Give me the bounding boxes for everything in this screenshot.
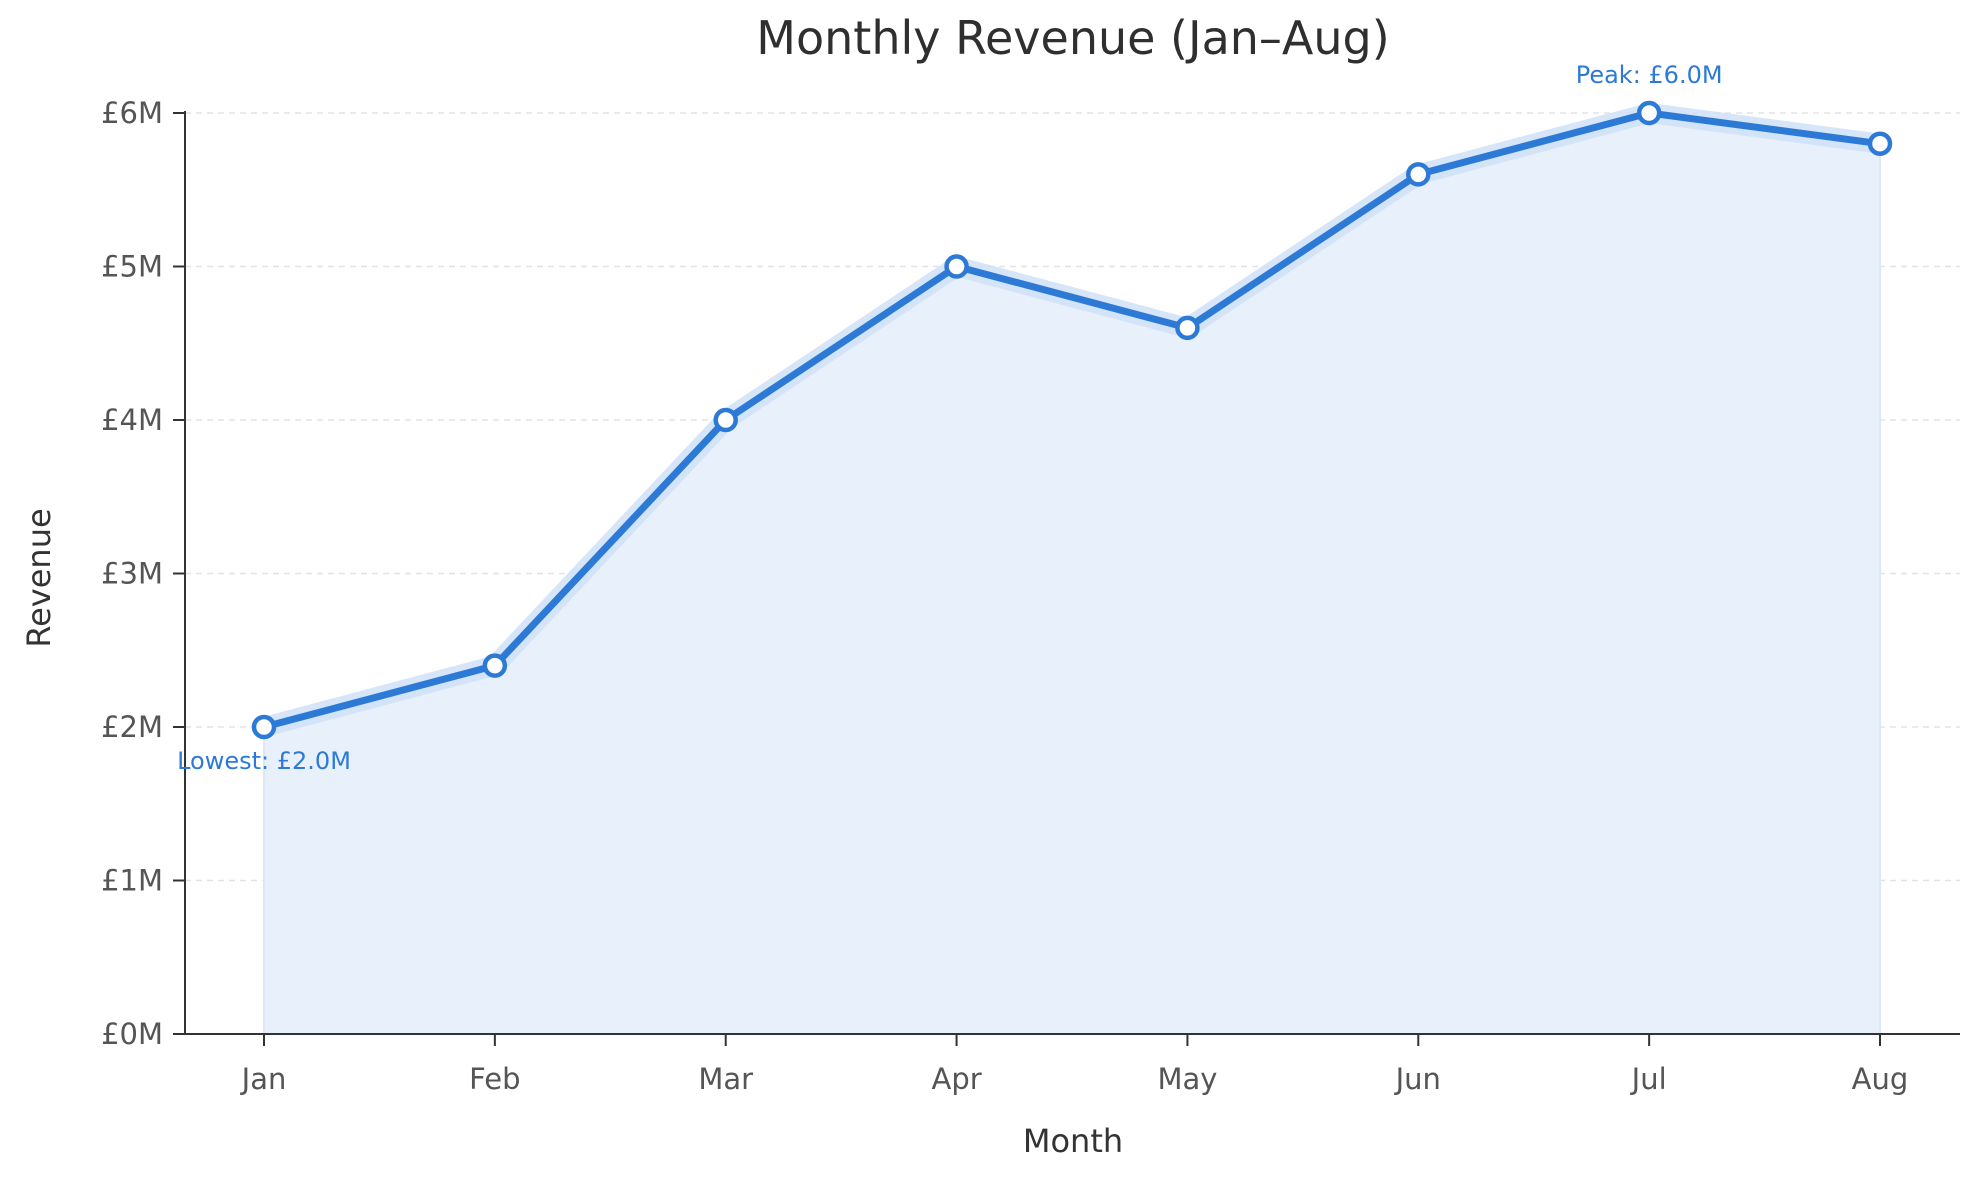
- data-point: [1867, 131, 1893, 156]
- data-point: [482, 653, 508, 678]
- x-tick-label: Apr: [931, 1062, 981, 1096]
- y-tick-label: £5M: [101, 250, 163, 284]
- y-tick-label: £2M: [101, 710, 163, 744]
- area-fill-layer: [263, 113, 1881, 1034]
- x-axis-ticks: Jan Feb Mar Apr May Jun Jul Aug: [240, 1034, 1909, 1096]
- data-point: [1406, 162, 1431, 187]
- data-point: [1636, 100, 1662, 126]
- y-tick-label: £1M: [101, 864, 163, 898]
- area-fill: [264, 113, 1880, 1034]
- x-tick-label: Jun: [1394, 1062, 1441, 1096]
- data-point: [251, 714, 277, 740]
- x-tick-label: May: [1157, 1062, 1217, 1096]
- y-tick-label: £0M: [101, 1017, 163, 1051]
- peak-annotation: Peak: £6.0M: [1576, 61, 1723, 89]
- y-tick-label: £3M: [101, 557, 163, 591]
- x-tick-label: Aug: [1852, 1062, 1909, 1096]
- y-tick-label: £6M: [101, 96, 163, 130]
- x-tick-label: Feb: [469, 1062, 520, 1096]
- annotations: Peak: £6.0M Lowest: £2.0M: [177, 61, 1722, 775]
- data-point: [1175, 315, 1200, 341]
- y-tick-label: £4M: [101, 403, 163, 437]
- y-axis-label: Revenue: [20, 508, 58, 647]
- x-tick-label: Jan: [240, 1062, 287, 1096]
- x-axis-label: Month: [1023, 1122, 1123, 1160]
- x-tick-label: Mar: [698, 1062, 753, 1096]
- data-point: [944, 254, 969, 279]
- chart-title: Monthly Revenue (Jan–Aug): [756, 11, 1389, 65]
- y-axis-ticks: £0M £1M £2M £3M £4M £5M £6M: [101, 96, 185, 1051]
- data-points: [251, 100, 1893, 740]
- lowest-annotation: Lowest: £2.0M: [177, 747, 351, 775]
- series-line: [260, 109, 1884, 731]
- series-line-layer: [254, 103, 1890, 737]
- x-tick-label: Jul: [1630, 1062, 1667, 1096]
- data-point: [713, 407, 738, 433]
